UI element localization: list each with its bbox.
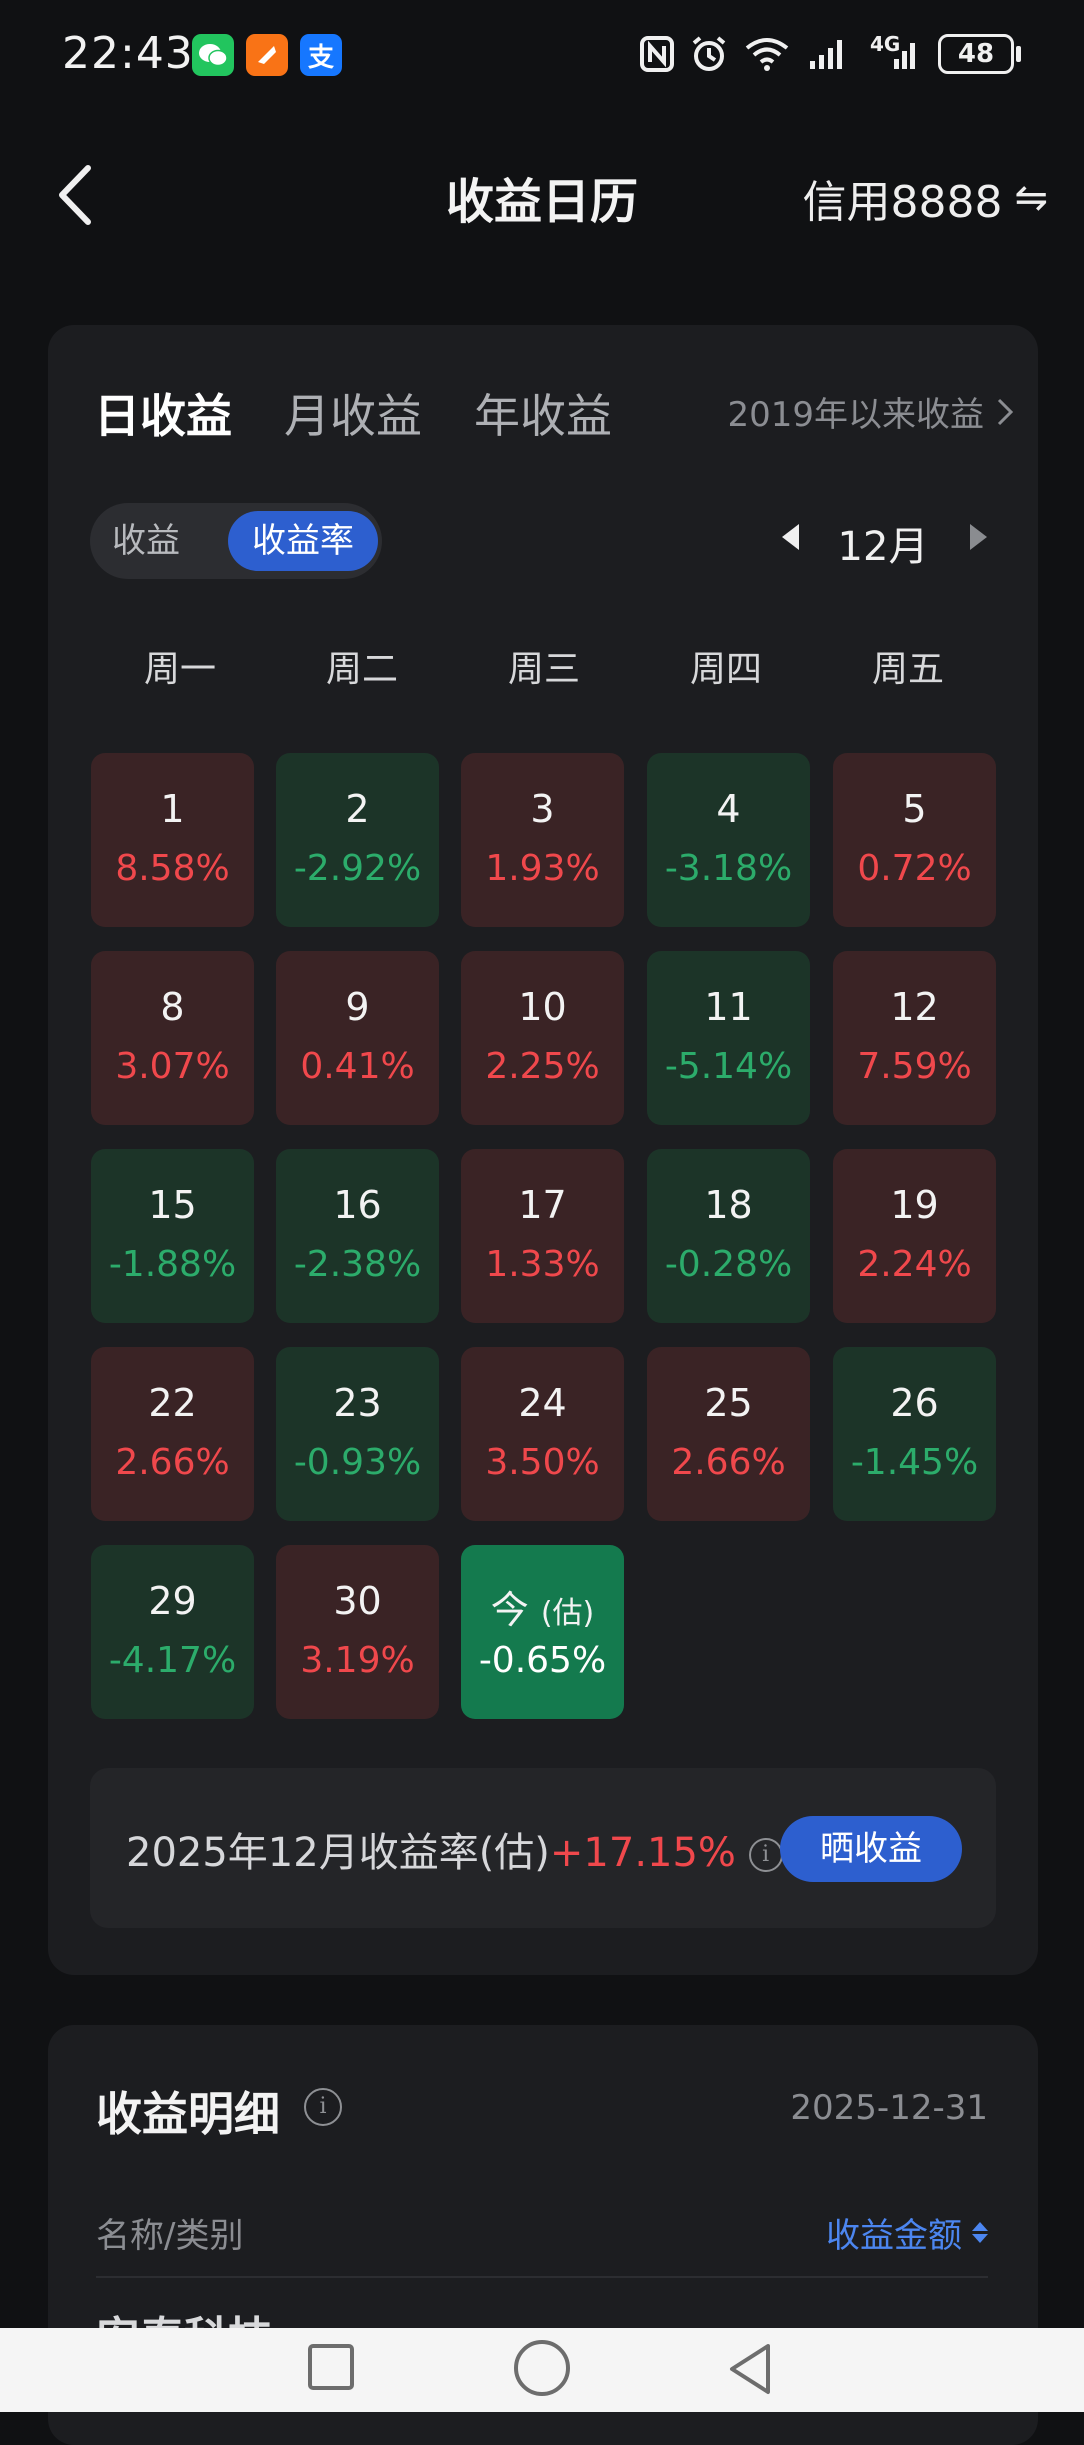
- today-cell[interactable]: 今 (估) -0.65%: [461, 1545, 624, 1719]
- weekday-tue: 周二: [325, 649, 398, 690]
- detail-info-icon[interactable]: i: [304, 2088, 342, 2126]
- weekday-fri: 周五: [871, 649, 944, 690]
- next-month-icon[interactable]: [970, 524, 987, 550]
- kuaishou-icon: [246, 34, 288, 76]
- detail-title: 收益明细: [96, 2087, 280, 2141]
- swap-icon: ⇋: [1014, 175, 1048, 221]
- detail-date: 2025-12-31: [790, 2088, 988, 2128]
- summary-text: 2025年12月收益率(估)+17.15% i: [126, 1820, 783, 1878]
- account-label: 信用8888: [802, 177, 1003, 228]
- day-cell[interactable]: 22 2.66%: [91, 1347, 254, 1521]
- day-cell[interactable]: 10 2.25%: [461, 951, 624, 1125]
- battery-icon: 48: [938, 34, 1014, 74]
- column-name-header: 名称/类别: [96, 2216, 244, 2256]
- since-2019-link[interactable]: 2019年以来收益: [727, 387, 1014, 436]
- divider: [96, 2276, 988, 2278]
- info-icon[interactable]: i: [748, 1838, 783, 1872]
- toggle-rate[interactable]: 收益率: [228, 511, 378, 571]
- day-cell[interactable]: 1 8.58%: [91, 753, 254, 927]
- weekday-mon: 周一: [143, 649, 216, 690]
- prev-month-icon[interactable]: [782, 524, 799, 550]
- day-cell[interactable]: 9 0.41%: [276, 951, 439, 1125]
- share-earnings-button[interactable]: 晒收益: [780, 1816, 962, 1882]
- battery-level: 48: [957, 39, 995, 69]
- system-back-button[interactable]: [722, 2340, 778, 2398]
- back-button[interactable]: [48, 160, 108, 230]
- chevron-right-icon: [997, 398, 1014, 425]
- day-cell[interactable]: 11 -5.14%: [647, 951, 810, 1125]
- battery-cap: [1016, 46, 1021, 62]
- tab-yearly[interactable]: 年收益: [474, 389, 612, 443]
- home-button[interactable]: [514, 2340, 570, 2396]
- tab-daily[interactable]: 日收益: [94, 389, 232, 443]
- day-cell[interactable]: 25 2.66%: [647, 1347, 810, 1521]
- signal-icon: [808, 32, 848, 76]
- recent-apps-button[interactable]: [308, 2344, 354, 2390]
- status-bar: 22:43 支 4G 48: [0, 0, 1084, 110]
- day-cell[interactable]: 29 -4.17%: [91, 1545, 254, 1719]
- tab-monthly[interactable]: 月收益: [284, 389, 422, 443]
- summary-value: +17.15%: [549, 1830, 736, 1876]
- wechat-icon: [192, 34, 234, 76]
- month-summary: 2025年12月收益率(估)+17.15% i 晒收益: [90, 1768, 996, 1928]
- account-switcher[interactable]: 信用8888 ⇋: [803, 166, 1049, 230]
- day-cell[interactable]: 16 -2.38%: [276, 1149, 439, 1323]
- alarm-icon: [690, 32, 728, 76]
- nfc-icon: [640, 32, 674, 76]
- weekday-thu: 周四: [689, 649, 762, 690]
- day-cell[interactable]: 15 -1.88%: [91, 1149, 254, 1323]
- wifi-icon: [744, 32, 790, 76]
- alipay-icon: 支: [300, 34, 342, 76]
- day-cell[interactable]: 4 -3.18%: [647, 753, 810, 927]
- day-cell[interactable]: 5 0.72%: [833, 753, 996, 927]
- status-time: 22:43: [62, 28, 194, 79]
- day-cell[interactable]: 26 -1.45%: [833, 1347, 996, 1521]
- day-cell[interactable]: 23 -0.93%: [276, 1347, 439, 1521]
- since-label: 2019年以来收益: [727, 395, 984, 435]
- sort-icon: [972, 2222, 988, 2243]
- toggle-amount[interactable]: 收益: [112, 521, 180, 561]
- signal-4g-icon: [880, 32, 920, 76]
- day-cell[interactable]: 19 2.24%: [833, 1149, 996, 1323]
- day-cell[interactable]: 8 3.07%: [91, 951, 254, 1125]
- day-cell[interactable]: 2 -2.92%: [276, 753, 439, 927]
- day-cell[interactable]: 30 3.19%: [276, 1545, 439, 1719]
- day-cell[interactable]: 3 1.93%: [461, 753, 624, 927]
- chevron-left-icon: [59, 165, 91, 225]
- column-amount-header: 收益金额: [826, 2216, 962, 2256]
- day-cell[interactable]: 18 -0.28%: [647, 1149, 810, 1323]
- page-title: 收益日历: [445, 174, 638, 230]
- network-type: 4G: [870, 32, 901, 56]
- sort-by-amount[interactable]: 收益金额: [826, 2208, 988, 2257]
- day-cell[interactable]: 17 1.33%: [461, 1149, 624, 1323]
- weekday-wed: 周三: [507, 649, 580, 690]
- month-label: 12月: [837, 524, 929, 570]
- summary-label: 2025年12月收益率(估): [126, 1830, 550, 1876]
- triangle-back-icon: [730, 2344, 770, 2394]
- metric-toggle: 收益 收益率: [90, 503, 382, 579]
- day-cell[interactable]: 24 3.50%: [461, 1347, 624, 1521]
- day-cell[interactable]: 12 7.59%: [833, 951, 996, 1125]
